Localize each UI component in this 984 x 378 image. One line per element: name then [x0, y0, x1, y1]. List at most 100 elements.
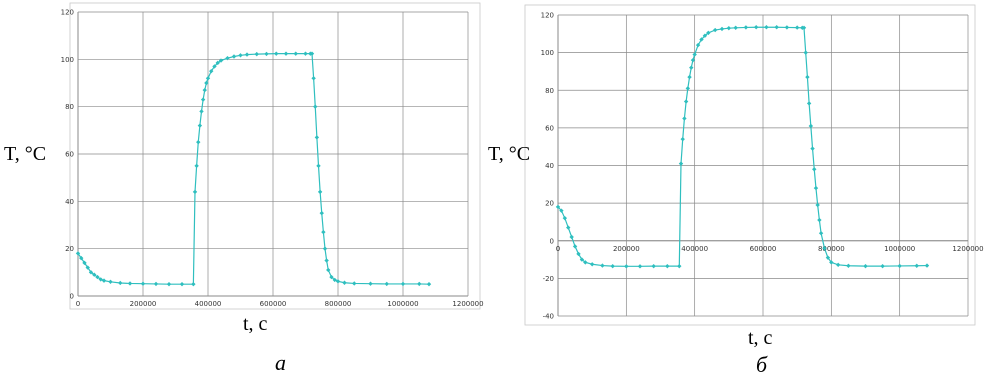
chart-a-point	[293, 51, 298, 56]
chart-b-ytick-label: -20	[543, 275, 554, 283]
chart-b-ytick-label: 40	[545, 162, 554, 170]
chart-a-point	[196, 139, 201, 145]
chart-b-point	[706, 30, 711, 36]
chart-a-point	[191, 281, 196, 287]
chart-a-xtick-label: 600000	[260, 300, 287, 308]
chart-a-point	[264, 51, 269, 57]
chart-b-point	[801, 25, 807, 30]
chart-a-point	[322, 246, 328, 251]
chart-b-point	[559, 208, 564, 213]
chart-b-point	[764, 25, 769, 30]
chart-b-caption: б	[756, 352, 768, 377]
chart-b-point	[846, 263, 851, 268]
chart-a-point	[426, 281, 432, 287]
chart-a-frame	[69, 2, 481, 310]
chart-a-point	[199, 109, 204, 114]
chart-a-point	[384, 281, 389, 287]
chart-a-point	[244, 52, 250, 57]
chart-a-point	[238, 53, 243, 58]
chart-a-point	[254, 51, 259, 57]
chart-b-point	[924, 263, 930, 268]
chart-a-point	[400, 281, 406, 287]
chart-b-point	[579, 257, 585, 262]
chart-b-xlabel: t, с	[748, 327, 773, 349]
chart-a-point	[326, 267, 331, 273]
chart-b-point	[880, 263, 885, 269]
chart-b-point	[680, 136, 685, 142]
chart-a-ytick-label: 120	[61, 9, 74, 17]
chart-b-point	[692, 52, 697, 57]
chart-a-point	[335, 279, 341, 284]
chart-b-point	[733, 25, 738, 30]
chart-b-point	[726, 25, 732, 31]
chart-b-point	[719, 26, 725, 32]
chart-a-point	[324, 258, 329, 263]
chart-a-series-line	[77, 53, 430, 285]
chart-b-point	[806, 101, 812, 106]
chart-b-point	[863, 263, 868, 269]
chart-b-point	[678, 161, 684, 166]
chart-b-point	[712, 27, 718, 33]
chart-a-point	[283, 51, 289, 56]
chart-b-point	[835, 262, 841, 268]
chart-a-point	[101, 278, 107, 283]
chart-b-ytick-label: -40	[543, 313, 554, 321]
chart-a-point	[309, 51, 315, 56]
chart-b-point	[813, 185, 819, 191]
chart-b-point	[685, 86, 691, 91]
chart-b-point	[753, 25, 759, 30]
chart-a-point	[127, 281, 133, 286]
chart-a-ytick-label: 100	[61, 56, 74, 64]
chart-a-ytick-label: 0	[70, 293, 74, 301]
chart-a-point	[215, 60, 220, 66]
chart-b-point	[566, 225, 571, 230]
chart-b-ylabel: T, °C	[488, 143, 530, 165]
chart-a-point	[85, 265, 90, 270]
chart-a-point	[197, 123, 203, 128]
chart-a: 0 20 40 60 80 100 120 0 200000 400000 600000 800000…	[61, 2, 484, 310]
chart-b-xtick-label: 600000	[750, 245, 777, 253]
chart-b-point	[562, 215, 568, 221]
chart-b-point	[774, 25, 779, 30]
chart-a-ytick-label: 20	[65, 245, 74, 253]
chart-b-point	[784, 25, 790, 30]
chart-a-point	[368, 281, 373, 286]
chart-b-point	[803, 50, 808, 55]
chart-b-ytick-label: 0	[550, 237, 554, 245]
chart-a-point	[313, 104, 318, 109]
chart-b-ytick-label: 120	[541, 12, 554, 20]
chart-b-point	[610, 263, 615, 269]
chart-b-point	[689, 65, 694, 70]
chart-b-point	[808, 123, 814, 129]
chart-b-point	[572, 244, 578, 249]
chart-a-point	[98, 277, 103, 282]
chart-a-point	[75, 251, 81, 256]
chart-b-point	[702, 33, 708, 38]
chart-b-point	[576, 251, 581, 257]
chart-b-point	[829, 260, 834, 265]
chart-a-xtick-label: 800000	[325, 300, 352, 308]
chart-b-point	[569, 234, 574, 240]
chart-a-point	[231, 54, 237, 59]
chart-a-point	[88, 270, 94, 275]
chart-b-point	[677, 263, 682, 269]
chart-a-point	[179, 281, 185, 287]
chart-b-point	[682, 116, 687, 121]
chart-a-point	[92, 272, 97, 277]
chart-a-xlabel: t, с	[243, 313, 268, 335]
chart-b-point	[583, 260, 588, 265]
chart-a-xtick-label: 400000	[195, 300, 222, 308]
chart-b-point	[589, 262, 595, 267]
chart-a-point	[314, 135, 320, 140]
chart-a-caption: а	[275, 350, 286, 375]
chart-b-point	[665, 263, 670, 269]
chart-a-point	[194, 163, 199, 169]
chart-b-point	[743, 25, 749, 30]
chart-b-point	[651, 263, 656, 269]
chart-b-point	[555, 204, 561, 210]
chart-b-xtick-label: 1200000	[952, 245, 983, 253]
chart-a-point	[82, 260, 87, 266]
chart-b-point	[794, 25, 800, 30]
chart-b-xtick-label: 400000	[681, 245, 708, 253]
